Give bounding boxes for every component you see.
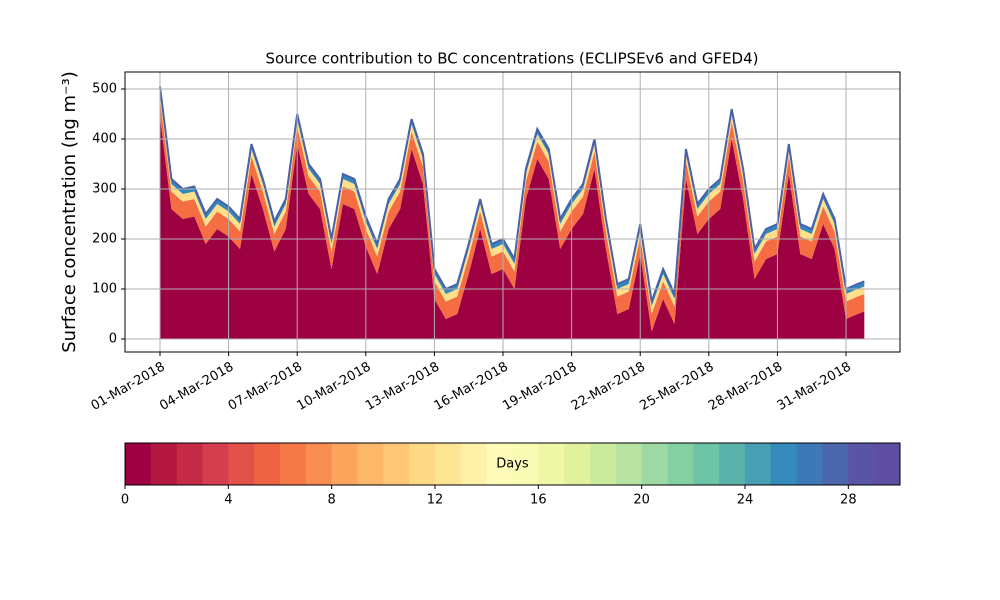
colorbar-bin — [409, 443, 436, 485]
colorbar-bin — [564, 443, 591, 485]
colorbar-bin — [745, 443, 772, 485]
colorbar-bin — [874, 443, 901, 485]
colorbar-bin — [125, 443, 152, 485]
colorbar-bin — [693, 443, 720, 485]
colorbar-bin — [719, 443, 746, 485]
colorbar-bin — [202, 443, 229, 485]
colorbar-bin — [796, 443, 823, 485]
colorbar-bin — [641, 443, 668, 485]
colorbar-bin — [176, 443, 203, 485]
colorbar-bin — [228, 443, 255, 485]
y-tick-label: 300 — [92, 182, 117, 197]
x-tick-label: 31-Mar-2018 — [775, 360, 854, 414]
x-tick-label: 25-Mar-2018 — [637, 360, 716, 414]
y-tick-label: 100 — [92, 282, 117, 297]
colorbar-bin — [150, 443, 178, 485]
x-tick-label: 13-Mar-2018 — [363, 360, 442, 414]
y-tick-label: 0 — [109, 332, 117, 347]
x-tick-label: 22-Mar-2018 — [569, 360, 648, 414]
x-tick-label: 07-Mar-2018 — [226, 360, 305, 414]
colorbar-bin — [383, 443, 410, 485]
colorbar-tick-label: 12 — [427, 493, 444, 508]
colorbar-bin — [615, 443, 643, 485]
colorbar-bin — [331, 443, 358, 485]
colorbar-bin — [357, 443, 384, 485]
colorbar-bin — [254, 443, 281, 485]
colorbar-frame — [124, 442, 901, 486]
area — [159, 116, 865, 339]
colorbar-bin — [848, 443, 875, 485]
x-tick-label: 01-Mar-2018 — [89, 360, 168, 414]
plot-frame — [124, 71, 901, 353]
colorbar-tick-label: 4 — [224, 493, 232, 508]
colorbar-tick-label: 24 — [737, 493, 754, 508]
colorbar-bin — [538, 443, 565, 485]
colorbar-tick-label: 8 — [328, 493, 336, 508]
chart-title: Source contribution to BC concentrations… — [265, 50, 758, 68]
x-tick-label: 28-Mar-2018 — [706, 360, 785, 414]
colorbar-bin — [486, 443, 513, 485]
y-axis-label: Surface concentration (ng m⁻³) — [59, 71, 80, 353]
colorbar-tick-label: 28 — [840, 493, 857, 508]
x-tick-label: 04-Mar-2018 — [157, 360, 236, 414]
x-tick-label: 19-Mar-2018 — [500, 360, 579, 414]
y-tick-label: 500 — [92, 82, 117, 97]
colorbar-bin — [667, 443, 694, 485]
colorbar-tick-label: 20 — [633, 493, 650, 508]
x-tick-label: 16-Mar-2018 — [432, 360, 511, 414]
colorbar-tick-label: 0 — [121, 493, 129, 508]
colorbar-bin — [770, 443, 798, 485]
top-line — [158, 86, 865, 302]
y-tick-label: 400 — [92, 132, 117, 147]
y-tick-label: 200 — [92, 232, 117, 247]
colorbar-bin — [435, 443, 462, 485]
colorbar-label: Days — [496, 457, 529, 472]
colorbar-bin — [590, 443, 617, 485]
colorbar-bin — [460, 443, 488, 485]
colorbar-bin — [512, 443, 539, 485]
colorbar-bin — [305, 443, 333, 485]
colorbar-tick-label: 16 — [530, 493, 547, 508]
x-tick-label: 10-Mar-2018 — [294, 360, 373, 414]
colorbar-bin — [280, 443, 307, 485]
area — [159, 99, 865, 332]
colorbar-bin — [822, 443, 849, 485]
